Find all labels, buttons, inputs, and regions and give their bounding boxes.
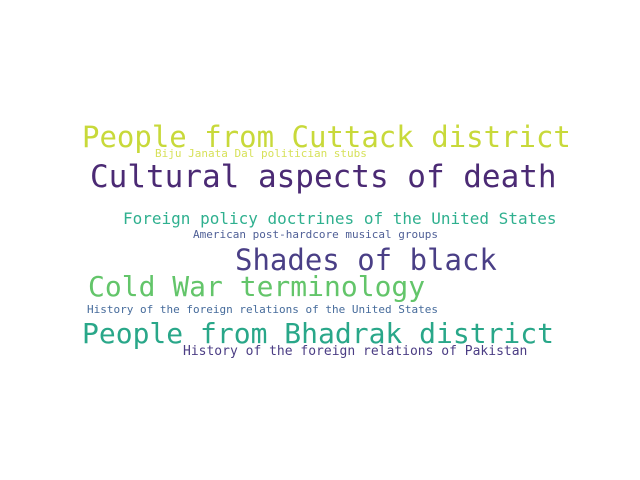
word-cultural-aspects-of-death: Cultural aspects of death bbox=[90, 159, 557, 195]
word-cold-war-terminology: Cold War terminology bbox=[88, 270, 426, 303]
word-american-post-hardcore-groups: American post-hardcore musical groups bbox=[193, 228, 439, 241]
word-history-foreign-relations-us: History of the foreign relations of the … bbox=[87, 303, 438, 316]
word-biju-janata-dal-politician-stubs: Biju Janata Dal politician stubs bbox=[155, 147, 367, 160]
word-people-from-cuttack-district: People from Cuttack district bbox=[82, 120, 571, 154]
word-people-from-bhadrak-district: People from Bhadrak district bbox=[82, 317, 555, 350]
word-history-foreign-relations-pakistan: History of the foreign relations of Paki… bbox=[183, 344, 528, 359]
word-foreign-policy-doctrines-us: Foreign policy doctrines of the United S… bbox=[123, 209, 557, 228]
word-shades-of-black: Shades of black bbox=[235, 243, 497, 277]
